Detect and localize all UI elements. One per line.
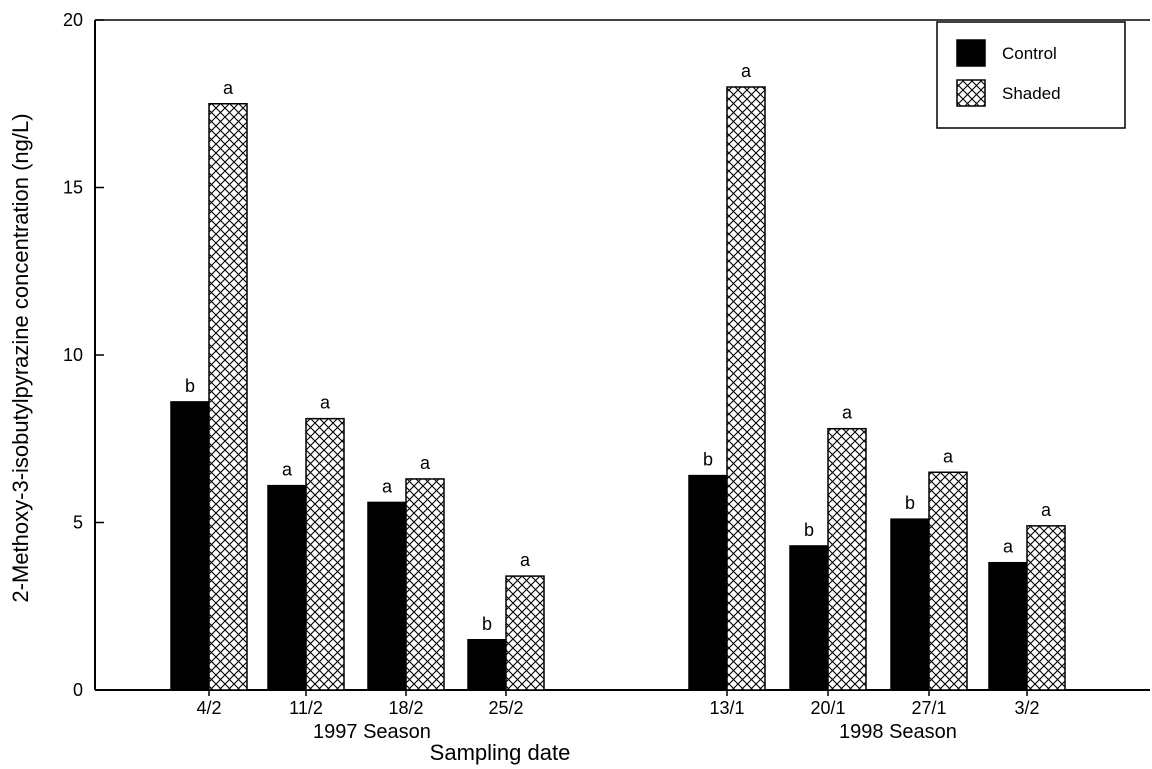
significance-label: a	[420, 453, 431, 473]
category-label: 25/2	[488, 698, 523, 718]
significance-label: a	[943, 446, 954, 466]
bar-shaded	[1026, 525, 1066, 691]
bar-control	[988, 561, 1028, 691]
category-label: 11/2	[289, 698, 323, 718]
bar-shaded	[405, 478, 445, 691]
significance-label: b	[905, 493, 915, 513]
bar-shaded	[928, 471, 968, 691]
bar-shaded	[208, 103, 248, 691]
significance-label: b	[703, 450, 713, 470]
significance-label: a	[282, 460, 293, 480]
y-tick-label: 20	[63, 10, 83, 30]
category-label: 18/2	[388, 698, 423, 718]
significance-label: a	[1041, 500, 1052, 520]
bar-control	[267, 484, 307, 691]
significance-label: a	[842, 403, 853, 423]
significance-label: b	[185, 376, 195, 396]
bar-shaded	[827, 427, 867, 691]
bar-control	[467, 639, 507, 691]
bar-control	[367, 501, 407, 691]
y-tick-label: 0	[73, 680, 83, 700]
significance-label: a	[741, 61, 752, 81]
category-label: 13/1	[709, 698, 744, 718]
y-tick-label: 10	[63, 345, 83, 365]
group-label: 1998 Season	[839, 721, 957, 743]
category-label: 4/2	[196, 698, 221, 718]
category-label: 3/2	[1014, 698, 1039, 718]
legend-label: Control	[1002, 44, 1057, 63]
category-label: 20/1	[810, 698, 845, 718]
significance-label: b	[482, 614, 492, 634]
category-label: 27/1	[911, 698, 946, 718]
legend: Control Shaded	[936, 21, 1126, 129]
bar-shaded	[305, 417, 345, 691]
legend-swatch-shaded	[956, 79, 986, 107]
significance-label: a	[520, 550, 531, 570]
bar-shaded	[726, 86, 766, 691]
significance-label: a	[1003, 537, 1014, 557]
y-axis-title: 2-Methoxy-3-isobutylpyrazine concentrati…	[8, 113, 33, 602]
y-tick-label: 5	[73, 513, 83, 533]
group-label: 1997 Season	[313, 721, 431, 743]
x-axis-title: Sampling date	[430, 740, 571, 765]
significance-label: b	[804, 520, 814, 540]
bar-control	[170, 401, 210, 691]
bar-control	[890, 518, 930, 691]
labels: 4/2 b a 11/2 a a 18/2 a a 25/2 b a 13/1 b a 20/1 b a 27/1 b…	[185, 61, 1052, 743]
bars	[170, 86, 1066, 691]
legend-swatch-control	[956, 39, 986, 67]
significance-label: a	[320, 393, 331, 413]
significance-label: a	[382, 476, 393, 496]
y-tick-label: 15	[63, 178, 83, 198]
significance-label: a	[223, 78, 234, 98]
legend-box	[936, 21, 1126, 129]
bar-control	[789, 545, 829, 691]
bar-shaded	[505, 575, 545, 691]
bar-control	[688, 474, 728, 691]
legend-label: Shaded	[1002, 84, 1061, 103]
